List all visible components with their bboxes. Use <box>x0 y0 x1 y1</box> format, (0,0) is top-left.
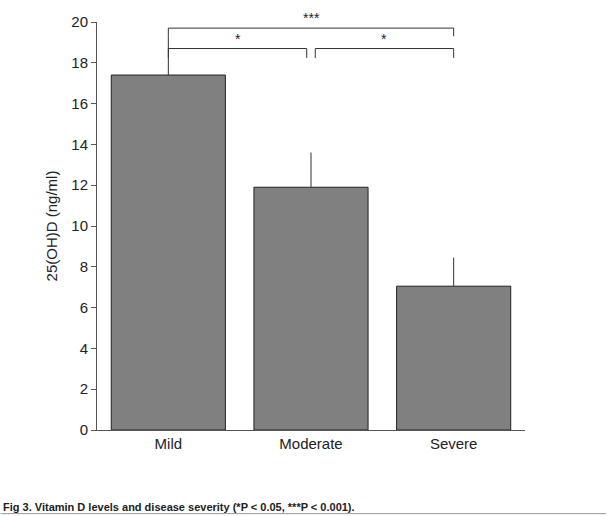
svg-text:25(OH)D (ng/ml): 25(OH)D (ng/ml) <box>43 171 60 282</box>
svg-text:*: * <box>381 31 387 47</box>
svg-text:14: 14 <box>71 136 88 153</box>
svg-text:0: 0 <box>80 421 88 438</box>
svg-text:6: 6 <box>80 299 88 316</box>
svg-text:Fig 3. Vitamin D levels and di: Fig 3. Vitamin D levels and disease seve… <box>3 501 355 513</box>
svg-text:12: 12 <box>71 176 88 193</box>
svg-text:Mild: Mild <box>155 435 183 452</box>
svg-text:Moderate: Moderate <box>279 435 342 452</box>
svg-text:20: 20 <box>71 13 88 30</box>
svg-text:Severe: Severe <box>430 435 478 452</box>
svg-text:4: 4 <box>80 340 88 357</box>
svg-text:10: 10 <box>71 217 88 234</box>
svg-text:***: *** <box>303 10 320 26</box>
svg-text:*: * <box>235 31 241 47</box>
svg-text:8: 8 <box>80 258 88 275</box>
svg-text:18: 18 <box>71 54 88 71</box>
svg-text:2: 2 <box>80 380 88 397</box>
svg-text:16: 16 <box>71 95 88 112</box>
